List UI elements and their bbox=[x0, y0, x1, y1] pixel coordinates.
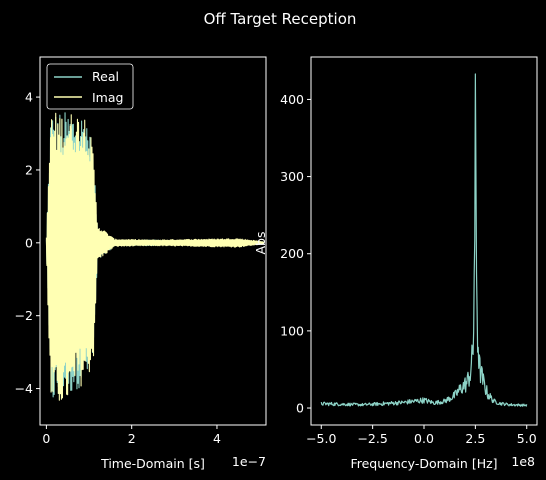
y-tick-label: −4 bbox=[15, 381, 33, 396]
x-tick-label: 2 bbox=[128, 431, 136, 446]
y-tick-label: 400 bbox=[280, 92, 304, 107]
time-domain-ticks: 0 2 4 −4 −2 0 2 4 bbox=[15, 90, 221, 446]
series-line-abs bbox=[320, 73, 528, 407]
y-tick-label: 200 bbox=[280, 246, 304, 261]
figure-title: Off Target Reception bbox=[204, 10, 357, 28]
time-domain-xlabel: Time-Domain [s] bbox=[100, 456, 205, 471]
x-tick-label: 2.5 bbox=[465, 431, 485, 446]
x-tick-label: 0.0 bbox=[414, 431, 434, 446]
x-tick-label: −2.5 bbox=[357, 431, 387, 446]
x-tick-label: 0 bbox=[42, 431, 50, 446]
frequency-domain-x-offset: 1e8 bbox=[511, 454, 535, 469]
frequency-domain-ticks: −5.0 −2.5 0.0 2.5 5.0 0 100 200 300 400 bbox=[280, 92, 537, 446]
y-tick-label: 2 bbox=[25, 162, 33, 177]
x-tick-label: −5.0 bbox=[306, 431, 336, 446]
y-tick-label: 0 bbox=[25, 235, 33, 250]
time-domain-plot-area bbox=[45, 112, 265, 401]
frequency-domain-axes: −5.0 −2.5 0.0 2.5 5.0 0 100 200 300 400 Frequency… bbox=[253, 56, 538, 471]
legend-real-label: Real bbox=[92, 69, 119, 84]
legend-imag-label: Imag bbox=[92, 90, 123, 105]
series-line-imag bbox=[45, 112, 265, 401]
frequency-domain-xlabel: Frequency-Domain [Hz] bbox=[350, 456, 497, 471]
frequency-domain-ylabel: Abs bbox=[253, 232, 268, 255]
frequency-domain-plot-area bbox=[320, 73, 528, 407]
x-tick-label: 4 bbox=[213, 431, 221, 446]
y-tick-label: 300 bbox=[280, 169, 304, 184]
y-tick-label: 0 bbox=[296, 401, 304, 416]
y-tick-label: 4 bbox=[25, 90, 33, 105]
x-tick-label: 5.0 bbox=[517, 431, 537, 446]
time-domain-x-offset: 1e−7 bbox=[232, 454, 266, 469]
time-domain-axes: 0 2 4 −4 −2 0 2 4 Time-Domain [s] 1e−7 Real Ima… bbox=[15, 56, 267, 471]
frequency-domain-axes-frame bbox=[310, 56, 538, 426]
time-domain-axes-frame bbox=[39, 56, 267, 426]
y-tick-label: −2 bbox=[15, 308, 33, 323]
legend: Real Imag bbox=[46, 63, 134, 110]
y-tick-label: 100 bbox=[280, 323, 304, 338]
